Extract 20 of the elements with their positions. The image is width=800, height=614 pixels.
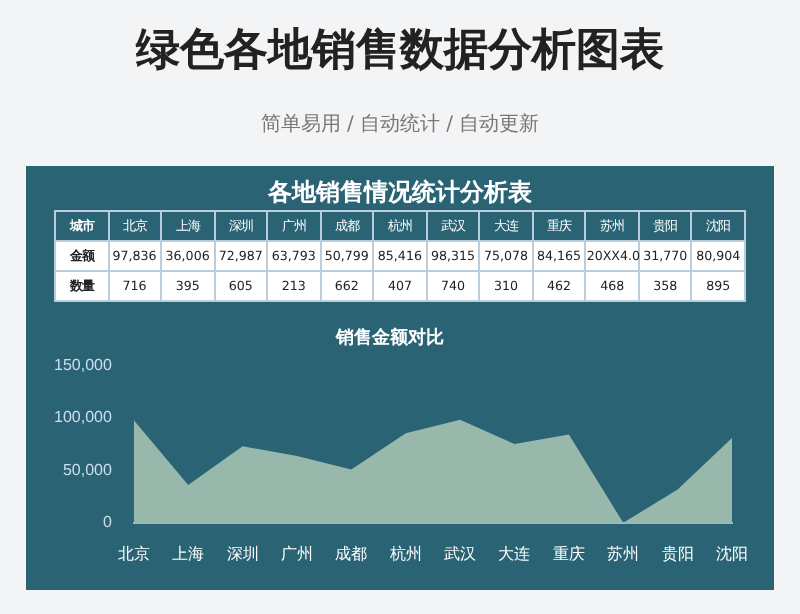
x-tick-label: 上海	[172, 544, 205, 563]
x-tick-label: 大连	[498, 544, 531, 563]
x-tick-label: 广州	[280, 544, 313, 563]
y-tick-label: 100,000	[53, 408, 113, 427]
y-tick-label: 150,000	[53, 356, 113, 375]
text: 各地销售情况统计分析表	[266, 176, 534, 210]
x-tick-label: 成都	[335, 544, 368, 563]
x-tick-label: 贵阳	[661, 544, 694, 563]
y-tick-label: 50,000	[62, 460, 113, 479]
x-tick-label: 北京	[117, 544, 150, 563]
y-tick-label: 0	[102, 513, 113, 532]
x-tick-label: 武汉	[444, 544, 477, 563]
text: 绿色各地销售数据分析图表	[133, 24, 666, 80]
x-tick-label: 重庆	[552, 544, 585, 563]
x-tick-label: 深圳	[226, 544, 259, 563]
chart-title: 销售金额对比	[334, 327, 444, 350]
x-tick-label: 苏州	[607, 544, 640, 563]
x-tick-label: 杭州	[387, 544, 422, 563]
x-tick-label: 沈阳	[716, 544, 748, 563]
text: 简单易用 / 自动统计 / 自动更新	[258, 111, 542, 138]
